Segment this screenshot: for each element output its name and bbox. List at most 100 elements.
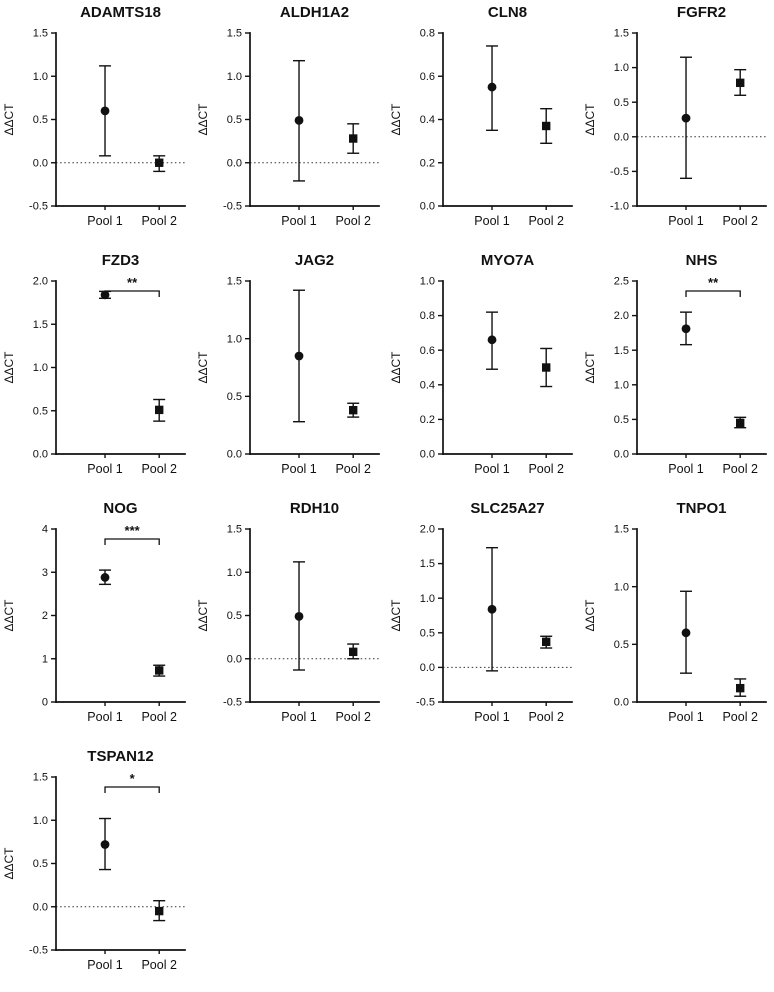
y-axis-label: ΔΔCT bbox=[583, 103, 597, 136]
series-pool-2 bbox=[733, 416, 746, 429]
series-pool-1 bbox=[679, 590, 692, 674]
chart-tnpo1: TNPO1 ΔΔCT 0.0 0.5 1.0 1.5 Pool 1 Pool 2 bbox=[581, 496, 774, 744]
series-pool-2 bbox=[540, 107, 553, 144]
y-tick-label: 0.0 bbox=[613, 697, 628, 709]
chart-svg-tnpo1: TNPO1 ΔΔCT 0.0 0.5 1.0 1.5 Pool 1 Pool 2 bbox=[583, 500, 767, 724]
x-category-label: Pool 2 bbox=[722, 214, 757, 228]
y-tick-label: 4 bbox=[42, 524, 48, 536]
y-tick-label: 0.5 bbox=[33, 858, 48, 870]
series-pool-2 bbox=[153, 664, 166, 677]
y-tick-label: 1.0 bbox=[613, 62, 628, 74]
y-tick-label: 0.5 bbox=[226, 610, 241, 622]
y-tick-label: 1.5 bbox=[33, 28, 48, 40]
y-tick-label: 1.5 bbox=[613, 345, 628, 357]
y-tick-label: 1.0 bbox=[420, 276, 435, 288]
chart-title: ADAMTS18 bbox=[80, 4, 161, 21]
x-category-label: Pool 1 bbox=[87, 710, 122, 724]
x-category-label: Pool 1 bbox=[668, 710, 703, 724]
y-tick-label: 0.8 bbox=[420, 28, 435, 40]
y-axis-label: ΔΔCT bbox=[2, 103, 16, 136]
series-pool-1 bbox=[486, 546, 499, 672]
chart-title: FGFR2 bbox=[676, 4, 725, 21]
series-pool-1 bbox=[486, 45, 499, 132]
marker-square bbox=[542, 637, 551, 646]
chart-myo7a: MYO7A ΔΔCT 0.0 0.2 0.4 0.6 0.8 1.0 Pool 1 Pool 2 bbox=[387, 248, 580, 496]
y-tick-label: 2.5 bbox=[613, 276, 628, 288]
y-tick-label: -1.0 bbox=[610, 201, 629, 213]
y-tick-label: -0.5 bbox=[610, 166, 629, 178]
chart-svg-cln8: CLN8 ΔΔCT 0.0 0.2 0.4 0.6 0.8 Pool 1 Pool 2 bbox=[389, 4, 573, 228]
x-category-label: Pool 1 bbox=[474, 214, 509, 228]
chart-title: NOG bbox=[103, 500, 137, 517]
series-pool-2 bbox=[153, 398, 166, 422]
chart-title: JAG2 bbox=[294, 252, 333, 269]
marker-circle bbox=[294, 611, 303, 621]
y-tick-label: 0.8 bbox=[420, 310, 435, 322]
chart-jag2: JAG2 ΔΔCT 0.0 0.5 1.0 1.5 Pool 1 Pool 2 bbox=[194, 248, 387, 496]
y-axis-label: ΔΔCT bbox=[2, 351, 16, 384]
chart-svg-myo7a: MYO7A ΔΔCT 0.0 0.2 0.4 0.6 0.8 1.0 Pool 1 Pool 2 bbox=[389, 252, 573, 476]
marker-square bbox=[542, 121, 551, 131]
series-pool-2 bbox=[733, 678, 746, 697]
y-tick-label: -0.5 bbox=[29, 201, 48, 213]
y-tick-label: 0.0 bbox=[420, 449, 435, 461]
marker-circle bbox=[100, 573, 110, 582]
series-pool-2 bbox=[153, 155, 166, 173]
y-axis-label: ΔΔCT bbox=[2, 599, 16, 632]
y-tick-label: 0.2 bbox=[420, 157, 435, 169]
chart-svg-jag2: JAG2 ΔΔCT 0.0 0.5 1.0 1.5 Pool 1 Pool 2 bbox=[196, 252, 380, 476]
x-category-label: Pool 2 bbox=[528, 462, 563, 476]
chart-aldh1a2: ALDH1A2 ΔΔCT -0.5 0.0 0.5 1.0 1.5 Pool 1 Pool 2 bbox=[194, 0, 387, 248]
marker-square bbox=[155, 158, 164, 167]
x-category-label: Pool 1 bbox=[281, 710, 316, 724]
marker-square bbox=[155, 906, 164, 916]
chart-svg-nhs: NHS ΔΔCT 0.0 0.5 1.0 1.5 2.0 2.5 Pool 1 Pool 2 ** bbox=[583, 252, 767, 476]
series-pool-2 bbox=[346, 643, 359, 660]
y-tick-label: -0.5 bbox=[223, 697, 242, 709]
y-axis-label: ΔΔCT bbox=[389, 599, 403, 632]
series-pool-2 bbox=[346, 123, 359, 154]
series-pool-2 bbox=[346, 402, 359, 418]
x-category-label: Pool 2 bbox=[722, 462, 757, 476]
y-axis-label: ΔΔCT bbox=[2, 847, 16, 880]
x-category-label: Pool 2 bbox=[335, 462, 370, 476]
chart-title: FZD3 bbox=[102, 252, 140, 269]
marker-circle bbox=[294, 351, 303, 361]
significance-label: ** bbox=[127, 275, 138, 290]
series-pool-1 bbox=[99, 817, 112, 871]
significance-label: * bbox=[130, 771, 136, 786]
y-tick-label: -0.5 bbox=[29, 945, 48, 957]
chart-title: TNPO1 bbox=[676, 500, 726, 517]
y-axis-label: ΔΔCT bbox=[196, 103, 210, 136]
y-axis-label: ΔΔCT bbox=[389, 351, 403, 384]
y-tick-label: 1.0 bbox=[33, 362, 48, 374]
y-axis-label: ΔΔCT bbox=[196, 599, 210, 632]
y-tick-label: 0.0 bbox=[226, 157, 241, 169]
chart-svg-fzd3: FZD3 ΔΔCT 0.0 0.5 1.0 1.5 2.0 Pool 1 Pool 2 ** bbox=[2, 252, 186, 476]
significance-label: *** bbox=[125, 523, 141, 538]
series-pool-1 bbox=[292, 289, 305, 423]
y-tick-label: 0.5 bbox=[613, 414, 628, 426]
y-tick-label: 1.0 bbox=[33, 815, 48, 827]
chart-title: TSPAN12 bbox=[87, 748, 153, 765]
x-category-label: Pool 2 bbox=[722, 710, 757, 724]
y-axis-label: ΔΔCT bbox=[583, 599, 597, 632]
marker-circle bbox=[487, 604, 497, 614]
x-category-label: Pool 1 bbox=[474, 710, 509, 724]
chart-svg-aldh1a2: ALDH1A2 ΔΔCT -0.5 0.0 0.5 1.0 1.5 Pool 1 Pool 2 bbox=[196, 4, 380, 228]
y-tick-label: 0.5 bbox=[226, 114, 241, 126]
series-pool-2 bbox=[540, 635, 553, 649]
x-category-label: Pool 2 bbox=[528, 710, 563, 724]
significance-bracket bbox=[104, 786, 160, 793]
y-tick-label: 1.0 bbox=[420, 593, 435, 605]
chart-svg-adamts18: ADAMTS18 ΔΔCT -0.5 0.0 0.5 1.0 1.5 Pool 1 Pool 2 bbox=[2, 4, 186, 228]
marker-square bbox=[735, 418, 744, 428]
significance-bracket bbox=[104, 290, 160, 297]
series-pool-1 bbox=[99, 569, 112, 586]
y-tick-label: 0.0 bbox=[226, 449, 241, 461]
y-tick-label: 0.0 bbox=[33, 901, 48, 913]
y-axis-label: ΔΔCT bbox=[583, 351, 597, 384]
significance-label: ** bbox=[708, 275, 719, 290]
y-tick-label: 1.0 bbox=[613, 379, 628, 391]
